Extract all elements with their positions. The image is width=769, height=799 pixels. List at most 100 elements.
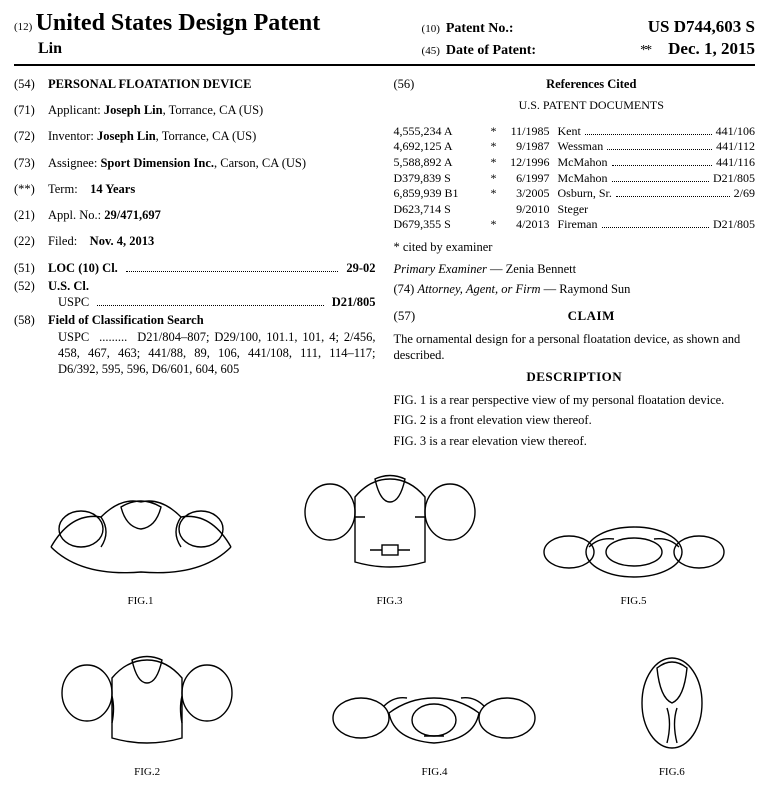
dot-leader bbox=[585, 124, 712, 135]
ref-patent-no: 5,588,892 A bbox=[394, 155, 484, 171]
section-72: (72) Inventor: Joseph Lin, Torrance, CA … bbox=[14, 128, 376, 144]
ref-patent-no: D379,839 S bbox=[394, 171, 484, 187]
section-21: (21) Appl. No.: 29/471,697 bbox=[14, 207, 376, 223]
ref-inventor: McMahon bbox=[558, 171, 608, 187]
ref-inventor: Wessman bbox=[558, 139, 604, 155]
section-71: (71) Applicant: Joseph Lin, Torrance, CA… bbox=[14, 102, 376, 118]
cited-by-examiner-note: * cited by examiner bbox=[394, 239, 756, 255]
dot-leader bbox=[612, 171, 710, 182]
sec-num: (58) bbox=[14, 312, 42, 377]
sec-num: (51) bbox=[14, 260, 42, 276]
ref-class: 441/112 bbox=[716, 139, 755, 155]
sep: — bbox=[540, 282, 559, 296]
ref-class: 2/69 bbox=[734, 186, 755, 202]
us-patent-docs-title: U.S. PATENT DOCUMENTS bbox=[428, 98, 756, 114]
body-columns: (54) PERSONAL FLOATATION DEVICE (71) App… bbox=[14, 76, 755, 453]
section-73: (73) Assignee: Sport Dimension Inc., Car… bbox=[14, 155, 376, 171]
sec-num: (73) bbox=[14, 155, 42, 171]
figure-6: FIG.6 bbox=[632, 648, 712, 779]
fig-label: FIG.1 bbox=[41, 594, 241, 608]
ref-date: 4/2013 bbox=[504, 217, 558, 233]
attorney-name: Raymond Sun bbox=[559, 282, 630, 296]
figure-1: FIG.1 bbox=[41, 477, 241, 608]
dot-leader bbox=[126, 260, 339, 271]
header-right: (10) Patent No.: US D744,603 S (45) Date… bbox=[422, 16, 755, 60]
figures-row-2: FIG.2 FIG.4 FIG.6 bbox=[14, 648, 755, 779]
attorney-line: (74) Attorney, Agent, or Firm — Raymond … bbox=[394, 281, 756, 297]
inventor-label: Inventor: bbox=[48, 129, 94, 143]
sec-num: (71) bbox=[14, 102, 42, 118]
date-value: Dec. 1, 2015 bbox=[668, 38, 755, 60]
assignee-name: Sport Dimension Inc. bbox=[100, 156, 214, 170]
reference-row: D679,355 S*4/2013FiremanD21/805 bbox=[394, 217, 756, 233]
header-left: (12) United States Design Patent Lin bbox=[14, 8, 422, 60]
patent-no-num: (10) bbox=[422, 22, 440, 36]
ref-class: 441/106 bbox=[716, 124, 755, 140]
ref-patent-no: 4,692,125 A bbox=[394, 139, 484, 155]
dot-leader bbox=[607, 140, 712, 151]
figure-2: FIG.2 bbox=[57, 648, 237, 779]
figure-5: FIG.5 bbox=[539, 517, 729, 608]
patent-no-label: Patent No.: bbox=[446, 20, 514, 38]
ref-inventor: Steger bbox=[558, 202, 589, 218]
reference-row: 4,692,125 A*9/1987Wessman 441/112 bbox=[394, 139, 756, 155]
reference-row: 4,555,234 A*11/1985Kent441/106 bbox=[394, 124, 756, 140]
claim-text: The ornamental design for a personal flo… bbox=[394, 331, 756, 364]
ref-date: 6/1997 bbox=[504, 171, 558, 187]
dot-leader bbox=[616, 186, 730, 197]
sec-num: (57) bbox=[394, 308, 422, 325]
left-column: (54) PERSONAL FLOATATION DEVICE (71) App… bbox=[14, 76, 376, 453]
figure-4: FIG.4 bbox=[329, 678, 539, 779]
ref-inventor: Osburn, Sr. bbox=[558, 186, 612, 202]
desc-line-1: FIG. 1 is a rear perspective view of my … bbox=[394, 392, 756, 408]
section-58: (58) Field of Classification Search USPC… bbox=[14, 312, 376, 377]
date-label: Date of Patent: bbox=[446, 42, 536, 60]
term-label: Term: bbox=[48, 182, 78, 196]
ref-date: 3/2005 bbox=[504, 186, 558, 202]
term-value: 14 Years bbox=[90, 182, 135, 196]
assignee-loc: , Carson, CA (US) bbox=[214, 156, 306, 170]
ref-star: * bbox=[484, 217, 504, 233]
inventor-loc: , Torrance, CA (US) bbox=[156, 129, 257, 143]
ref-star: * bbox=[484, 139, 504, 155]
loc-label: LOC (10) Cl. bbox=[48, 260, 118, 276]
filed-value: Nov. 4, 2013 bbox=[90, 234, 155, 248]
right-column: (56) References Cited U.S. PATENT DOCUME… bbox=[394, 76, 756, 453]
applno-value: 29/471,697 bbox=[104, 208, 161, 222]
patent-header: (12) United States Design Patent Lin (10… bbox=[14, 8, 755, 66]
uscl-label: U.S. Cl. bbox=[48, 278, 376, 294]
ref-star: * bbox=[484, 186, 504, 202]
applicant-loc: , Torrance, CA (US) bbox=[163, 103, 264, 117]
sep: — bbox=[487, 262, 506, 276]
reference-row: D379,839 S*6/1997McMahonD21/805 bbox=[394, 171, 756, 187]
figures-row-1: FIG.1 FIG.3 FIG.5 bbox=[14, 467, 755, 608]
date-num: (45) bbox=[422, 44, 440, 58]
ref-class: 441/116 bbox=[716, 155, 755, 171]
sec-num: (72) bbox=[14, 128, 42, 144]
description-heading: DESCRIPTION bbox=[394, 369, 756, 386]
field-search-values: D21/804–807; D29/100, 101.1, 101, 4; 2/4… bbox=[58, 330, 376, 377]
pub-title: United States Design Patent bbox=[36, 10, 321, 36]
invention-title: PERSONAL FLOATATION DEVICE bbox=[48, 76, 376, 92]
ref-date: 11/1985 bbox=[504, 124, 558, 140]
figure-3: FIG.3 bbox=[300, 467, 480, 608]
sec-num: (52) bbox=[14, 278, 42, 311]
applicant-name: Joseph Lin bbox=[104, 103, 163, 117]
fig-label: FIG.2 bbox=[57, 765, 237, 779]
sec-num: (**) bbox=[14, 181, 42, 197]
ref-star: * bbox=[484, 171, 504, 187]
filed-label: Filed: bbox=[48, 234, 77, 248]
attorney-num: (74) bbox=[394, 282, 415, 296]
reference-row: 6,859,939 B1*3/2005Osburn, Sr. 2/69 bbox=[394, 186, 756, 202]
dot-leader bbox=[612, 155, 713, 166]
inventor-name: Joseph Lin bbox=[97, 129, 156, 143]
fig-label: FIG.6 bbox=[632, 765, 712, 779]
ref-date: 9/1987 bbox=[504, 139, 558, 155]
date-star: ** bbox=[640, 42, 650, 60]
ref-date: 12/1996 bbox=[504, 155, 558, 171]
dot-leader bbox=[602, 218, 710, 229]
ref-patent-no: 6,859,939 B1 bbox=[394, 186, 484, 202]
ref-class: D21/805 bbox=[713, 217, 755, 233]
patent-no-value: US D744,603 S bbox=[648, 16, 755, 38]
fig-label: FIG.3 bbox=[300, 594, 480, 608]
